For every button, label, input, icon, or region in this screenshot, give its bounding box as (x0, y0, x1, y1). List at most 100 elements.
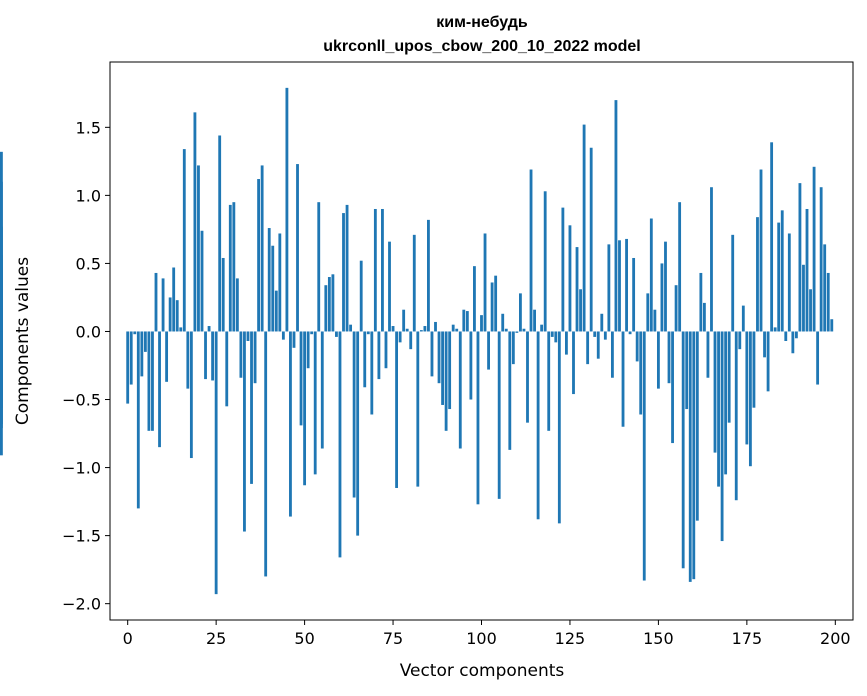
bar (780, 210, 784, 332)
bar (349, 324, 353, 332)
bar (0, 331, 3, 408)
bar (133, 331, 137, 335)
bar (462, 309, 466, 332)
bar (243, 331, 246, 532)
chart-title: ким-небудь (436, 14, 528, 31)
bar (335, 331, 338, 337)
bar (352, 331, 356, 498)
bar (557, 331, 561, 524)
bar (451, 324, 455, 332)
bar (402, 309, 406, 332)
bar (324, 285, 328, 332)
bar (681, 331, 685, 569)
y-tick-label: 1.0 (76, 186, 101, 205)
bar (225, 331, 229, 407)
bar (264, 331, 268, 577)
x-tick-label: 0 (123, 629, 133, 648)
bar (702, 302, 706, 332)
bar (306, 331, 310, 369)
bar (317, 202, 321, 332)
y-tick-label: −1.0 (62, 459, 101, 478)
bar (154, 272, 158, 332)
y-tick-label: −1.5 (62, 527, 101, 546)
bar (547, 331, 551, 431)
bar (197, 165, 200, 332)
bar (830, 319, 834, 332)
bar (480, 315, 483, 332)
bar (285, 87, 289, 332)
bar (777, 222, 781, 332)
bar (161, 278, 165, 332)
bar (250, 331, 253, 484)
bar (511, 331, 515, 365)
bar (473, 266, 476, 332)
x-tick-label: 50 (294, 629, 314, 648)
bar (441, 331, 444, 405)
bar (405, 328, 409, 332)
bar (214, 331, 218, 595)
bar (579, 289, 582, 332)
bar (398, 331, 402, 343)
bar (200, 230, 204, 332)
bar (221, 257, 225, 332)
bar (628, 331, 632, 335)
bar (497, 331, 501, 499)
bar (710, 187, 713, 332)
bar (427, 219, 430, 332)
bar (267, 228, 271, 332)
bar (271, 245, 275, 332)
x-tick-label: 100 (466, 629, 497, 648)
bar (794, 331, 798, 339)
bar (784, 331, 788, 341)
bar (232, 202, 236, 332)
y-tick-label: 0.5 (76, 254, 101, 273)
bar (752, 331, 756, 408)
bar (692, 331, 696, 580)
bar (395, 331, 398, 488)
bar (246, 331, 250, 341)
bar (165, 331, 169, 382)
bar (218, 135, 222, 332)
bar (381, 208, 384, 332)
bar (366, 331, 370, 335)
bar (540, 324, 544, 332)
bar (522, 328, 526, 332)
bar (465, 311, 469, 332)
bar (664, 241, 667, 332)
bar (572, 331, 575, 395)
y-tick-label: 0.0 (76, 322, 101, 341)
bar (678, 202, 682, 332)
bar (731, 234, 735, 332)
bar (303, 331, 307, 486)
bar (370, 331, 374, 415)
bar (688, 331, 692, 582)
bar-series (0, 87, 834, 595)
bar (589, 147, 593, 332)
bar (745, 331, 749, 445)
bar (582, 124, 586, 332)
bar (136, 331, 140, 509)
bar (469, 331, 473, 400)
bar (685, 331, 689, 410)
bar (126, 331, 130, 404)
bar (635, 331, 639, 362)
bar (660, 263, 664, 332)
bar (455, 328, 459, 332)
bar (175, 300, 179, 332)
bar (593, 331, 597, 337)
bar (345, 204, 349, 332)
bar (717, 331, 720, 487)
bar (586, 331, 590, 365)
bar (289, 331, 292, 517)
bar (274, 290, 278, 332)
bar (179, 327, 183, 332)
x-axis-ticks: 0 25 50 75 100 125 150 175 200 (123, 620, 851, 648)
bar (437, 331, 441, 384)
bar (320, 331, 324, 449)
bar (603, 331, 607, 340)
bar (734, 331, 738, 501)
bar (766, 331, 770, 392)
bar (363, 331, 367, 388)
bar (763, 331, 766, 358)
bar (278, 233, 282, 332)
